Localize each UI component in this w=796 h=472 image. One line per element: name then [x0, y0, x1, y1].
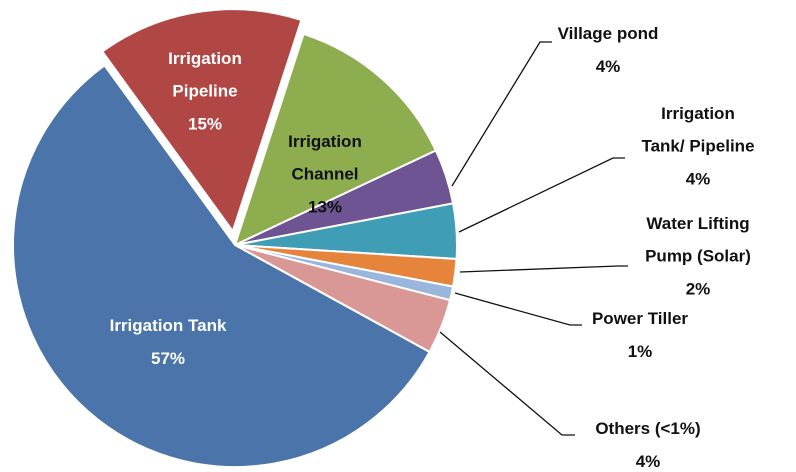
- slice-label: Irrigation Tank: [110, 316, 227, 335]
- value-label: 13%: [308, 197, 342, 216]
- leader-line: [439, 331, 575, 436]
- value-label: 2%: [686, 279, 711, 298]
- label-line: Tank/ Pipeline: [641, 137, 754, 156]
- pie-slice: [12, 63, 431, 468]
- label-line: Village pond: [558, 24, 659, 43]
- slice-label: Irrigation Channel: [288, 132, 362, 184]
- value-label: 4%: [686, 169, 711, 188]
- label-line: Power Tiller: [592, 309, 688, 328]
- label-line: Irrigation: [661, 104, 735, 123]
- label-line: Irrigation: [288, 132, 362, 151]
- label-line: Irrigation Tank: [110, 316, 227, 335]
- value-label: 15%: [188, 114, 222, 133]
- label-line: Others (<1%): [595, 419, 700, 438]
- leader-line: [454, 292, 582, 326]
- value-label: 4%: [596, 57, 621, 76]
- label-line: Irrigation: [168, 49, 242, 68]
- label-line: Pipeline: [172, 82, 237, 101]
- pie-slice: [100, 8, 303, 234]
- label-line: Pump (Solar): [645, 247, 751, 266]
- leader-line: [459, 265, 628, 273]
- slice-label: Irrigation Pipeline: [168, 49, 242, 101]
- leader-line: [451, 41, 552, 187]
- slice-label: Others (<1%): [595, 419, 700, 438]
- value-label: 4%: [636, 452, 661, 471]
- slice-label: Water Lifting Pump (Solar): [645, 214, 751, 266]
- pie-slice: [233, 32, 438, 247]
- value-label: 57%: [151, 349, 185, 368]
- leader-line: [458, 157, 625, 233]
- label-line: Channel: [291, 165, 358, 184]
- slice-label: Irrigation Tank/ Pipeline: [641, 104, 754, 156]
- label-line: Water Lifting: [646, 214, 749, 233]
- slice-label: Village pond: [558, 24, 659, 43]
- slice-label: Power Tiller: [592, 309, 688, 328]
- value-label: 1%: [628, 342, 653, 361]
